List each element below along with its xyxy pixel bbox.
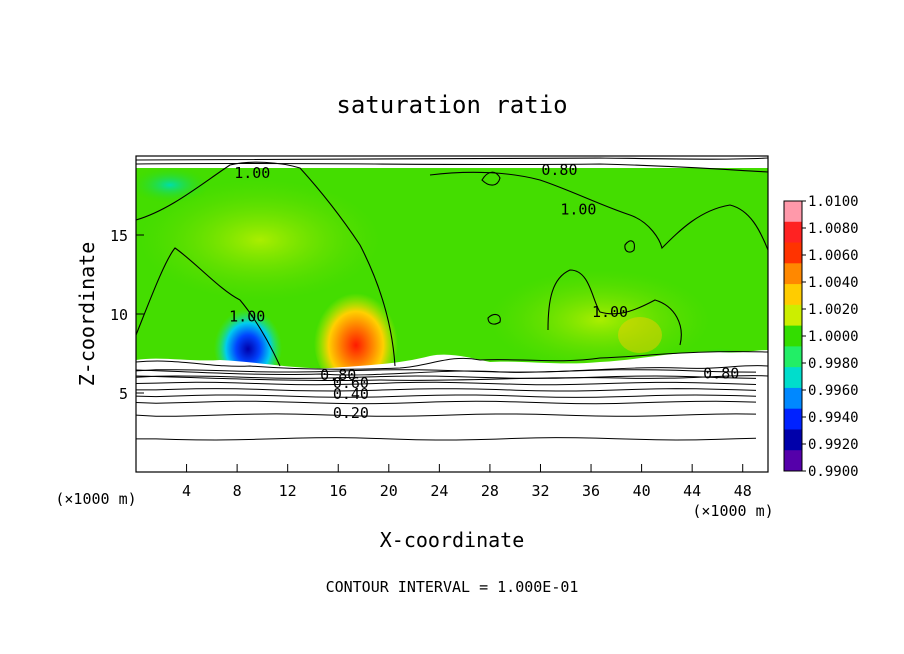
x-units-right: (×1000 m) <box>692 502 773 520</box>
y-axis-ticks: 5 10 15 <box>110 227 144 403</box>
colorbar-segment <box>784 284 802 306</box>
colorbar-segment <box>784 408 802 430</box>
level-contour-lines <box>136 369 757 441</box>
contour-cloud-base-1 <box>136 351 768 370</box>
field-yellow-patch <box>618 317 662 353</box>
contour-label: 0.20 <box>333 404 369 422</box>
colorbar-label: 0.9920 <box>808 437 859 453</box>
contour-small-loop-3 <box>487 313 501 325</box>
colorbar-segment <box>784 367 802 389</box>
colorbar-segment <box>784 346 802 368</box>
contour-label: 0.80 <box>703 365 739 383</box>
contour-1-00-left <box>136 161 396 367</box>
colorbar-segment <box>784 304 802 327</box>
x-tick-label: 20 <box>380 482 398 500</box>
colorbar: 1.0100 1.0080 1.0060 1.0040 1.0020 1.0000 0.99… <box>783 194 859 480</box>
x-units-left: (×1000 m) <box>55 490 136 508</box>
field-teal-patch <box>136 167 210 203</box>
y-tick-label: 10 <box>110 306 128 324</box>
level-contour-line <box>136 413 757 417</box>
x-tick-label: 36 <box>582 482 600 500</box>
contour-lines <box>136 157 768 367</box>
colorbar-label: 1.0020 <box>808 302 859 318</box>
chart-title: saturation ratio <box>336 91 567 119</box>
field-light-patch-2 <box>490 270 710 370</box>
colorbar-label: 1.0100 <box>808 194 859 210</box>
contour-label: 1.00 <box>234 164 270 182</box>
x-tick-label: 48 <box>734 482 752 500</box>
plot-field: 1.000.801.001.001.000.800.600.400.200.80 <box>136 156 768 472</box>
x-tick-label: 16 <box>329 482 347 500</box>
colorbar-label: 0.9940 <box>808 410 859 426</box>
y-tick-label: 15 <box>110 227 128 245</box>
colorbar-label: 0.9900 <box>808 464 859 480</box>
level-contour-line <box>136 381 757 386</box>
level-contour-line <box>136 388 757 392</box>
level-contour-line <box>136 437 757 441</box>
x-axis-ticks: 4 8 12 16 20 24 28 32 36 40 44 48 <box>182 464 752 500</box>
contour-small-loop <box>481 171 501 186</box>
x-tick-label: 32 <box>531 482 549 500</box>
x-tick-label: 4 <box>182 482 191 500</box>
colorbar-label: 1.0080 <box>808 221 859 237</box>
colorbar-segment <box>784 201 802 223</box>
colorbar-segment <box>784 325 802 347</box>
contour-small-loop-2 <box>624 240 635 253</box>
colorbar-segment <box>784 429 802 451</box>
x-tick-label: 12 <box>279 482 297 500</box>
contour-top-1 <box>136 157 768 161</box>
contour-1-00-upper-right <box>429 171 768 251</box>
contour-label: 0.80 <box>320 366 356 384</box>
colorbar-label: 0.9960 <box>808 383 859 399</box>
level-contour-line <box>136 394 757 398</box>
level-contour-line <box>136 400 757 405</box>
contour-label: 0.60 <box>333 374 369 392</box>
contour-top-2 <box>136 162 768 173</box>
contour-1-00-inner <box>136 247 281 367</box>
contour-labels: 1.000.801.001.001.000.800.600.400.200.80 <box>229 161 739 422</box>
y-axis-label: Z-coordinate <box>75 242 99 387</box>
contour-interval-note: CONTOUR INTERVAL = 1.000E-01 <box>326 578 579 596</box>
colorbar-label: 1.0060 <box>808 248 859 264</box>
y-tick-label: 5 <box>119 385 128 403</box>
colorbar-label: 0.9980 <box>808 356 859 372</box>
x-tick-label: 8 <box>233 482 242 500</box>
x-tick-label: 40 <box>633 482 651 500</box>
colorbar-segment <box>784 263 802 285</box>
contour-cloud-base-3 <box>136 375 768 382</box>
x-tick-label: 44 <box>683 482 701 500</box>
contour-label: 1.00 <box>592 303 628 321</box>
x-tick-label: 24 <box>430 482 448 500</box>
level-contour-line <box>136 369 757 373</box>
field-light-patch <box>140 180 380 300</box>
colorbar-label: 1.0040 <box>808 275 859 291</box>
colorbar-segment <box>784 221 802 244</box>
x-axis-label: X-coordinate <box>380 528 525 552</box>
contour-label: 0.40 <box>333 385 369 403</box>
colorbar-segment <box>784 242 802 264</box>
x-tick-label: 28 <box>481 482 499 500</box>
contour-label: 0.80 <box>541 161 577 179</box>
colorbar-segment <box>784 450 802 472</box>
colorbar-segment <box>784 387 802 410</box>
colorbar-label: 1.0000 <box>808 329 859 345</box>
level-contour-line <box>136 375 757 379</box>
contour-1-00-right-cloud <box>547 269 682 346</box>
contour-label: 1.00 <box>229 308 265 326</box>
contour-label: 1.00 <box>560 200 596 218</box>
